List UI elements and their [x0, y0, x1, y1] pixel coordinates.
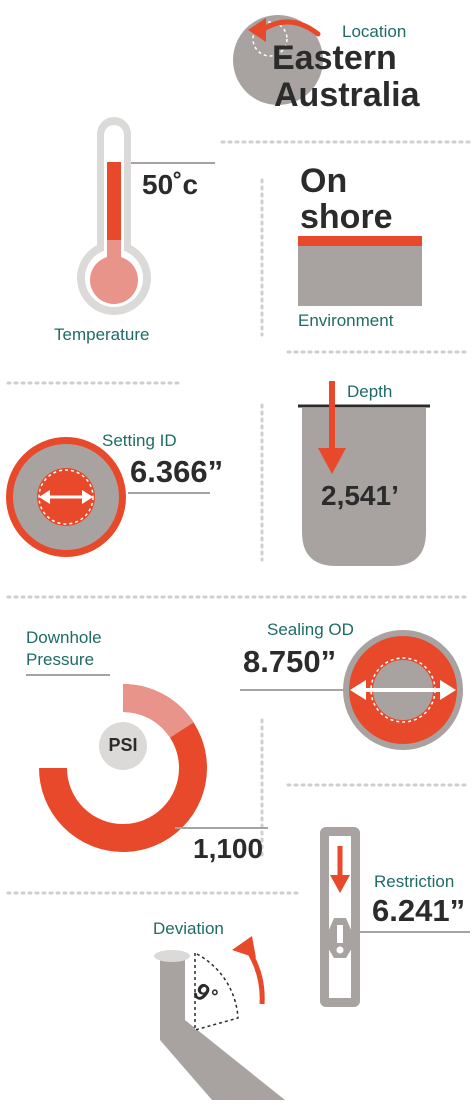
temperature-value: 50˚c [142, 169, 199, 200]
environment-label: Environment [298, 311, 394, 330]
location-label: Location [342, 22, 407, 41]
deviation-pipe-icon [154, 936, 285, 1100]
downhole-pressure-label-line1: Downhole [26, 628, 102, 647]
temperature-label: Temperature [54, 325, 150, 344]
restriction-pipe-icon [320, 827, 470, 1007]
inner-diameter-icon [6, 437, 210, 557]
environment-value-line1: On [300, 162, 348, 200]
pressure-gauge-icon [26, 674, 268, 852]
downhole-pressure-value: 1,100 [193, 833, 264, 864]
ground-icon [298, 236, 422, 306]
sealing-od-value: 8.750” [243, 644, 337, 679]
restriction-value: 6.241” [372, 893, 466, 928]
pressure-gauge-text: PSI [108, 735, 138, 755]
location-value-line2: Australia [274, 76, 420, 114]
depth-label: Depth [347, 382, 393, 401]
location-value-line1: Eastern [272, 39, 397, 77]
downhole-pressure-label-line2: Pressure [26, 650, 95, 669]
depth-value: 2,541’ [321, 480, 399, 511]
sealing-od-label: Sealing OD [267, 620, 354, 639]
dotted-separators [6, 140, 472, 895]
undo-arrow-icon [233, 15, 323, 105]
environment-value-line2: shore [300, 198, 393, 236]
outer-diameter-icon [240, 630, 463, 750]
depth-tank-icon [298, 381, 430, 566]
deviation-label: Deviation [153, 919, 224, 938]
setting-id-label: Setting ID [102, 431, 177, 450]
setting-id-value: 6.366” [130, 454, 224, 489]
thermometer-icon [77, 117, 215, 315]
restriction-label: Restriction [374, 872, 455, 891]
